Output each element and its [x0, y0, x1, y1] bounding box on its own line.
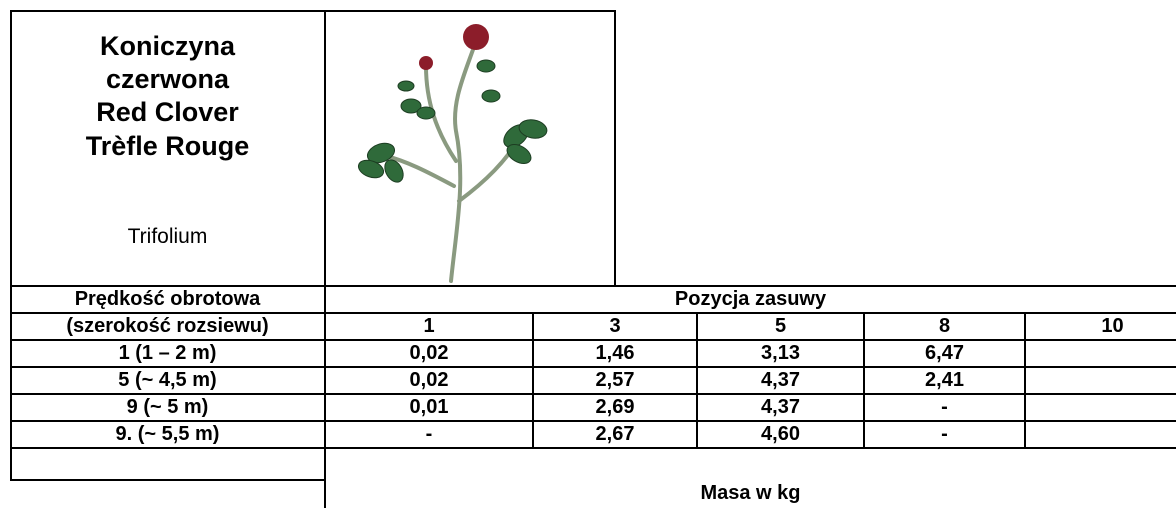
- plant-name: czerwona: [10, 63, 325, 96]
- page: KoniczynaczerwonaRed CloverTrèfle Rouge T…: [0, 0, 1176, 508]
- cell-value: 2,57: [533, 367, 697, 394]
- row-label: 5 (~ 4,5 m): [10, 367, 325, 394]
- cell-value: 6,47: [864, 340, 1025, 367]
- row-header: (szerokość rozsiewu): [10, 313, 325, 340]
- row-label: 9 (~ 5 m): [10, 394, 325, 421]
- row-label: 9. (~ 5,5 m): [10, 421, 325, 448]
- column-header: 3: [533, 313, 697, 340]
- cell-value: 2,41: [864, 367, 1025, 394]
- row-label: 1 (1 – 2 m): [10, 340, 325, 367]
- cell-value: 3,13: [697, 340, 864, 367]
- clover-illustration: [326, 11, 614, 284]
- latin-name: Trifolium: [10, 222, 325, 252]
- column-group: Pozycja zasuwy: [325, 286, 1176, 313]
- cell-value: 4,37: [697, 394, 864, 421]
- cell-value: 0,01: [325, 394, 533, 421]
- column-header: 10: [1025, 313, 1176, 340]
- cell-value: 0,02: [325, 340, 533, 367]
- cell-value: 2,69: [533, 394, 697, 421]
- column-header: 1: [325, 313, 533, 340]
- row-header: Prędkość obrotowa: [10, 286, 325, 313]
- rule: [10, 10, 615, 12]
- column-header: 8: [864, 313, 1025, 340]
- cell-value: 4,37: [697, 367, 864, 394]
- cell-value: 0,02: [325, 367, 533, 394]
- cell-value: 4,60: [697, 421, 864, 448]
- rule: [10, 479, 325, 481]
- cell-value: -: [864, 394, 1025, 421]
- column-header: 5: [697, 313, 864, 340]
- plant-name: Red Clover: [10, 96, 325, 129]
- footer-unit: Masa w kg: [325, 480, 1176, 507]
- cell-value: -: [325, 421, 533, 448]
- cell-value: 1,46: [533, 340, 697, 367]
- plant-name: Koniczyna: [10, 30, 325, 63]
- cell-value: -: [864, 421, 1025, 448]
- rule: [614, 10, 616, 286]
- plant-name: Trèfle Rouge: [10, 130, 325, 163]
- cell-value: 2,67: [533, 421, 697, 448]
